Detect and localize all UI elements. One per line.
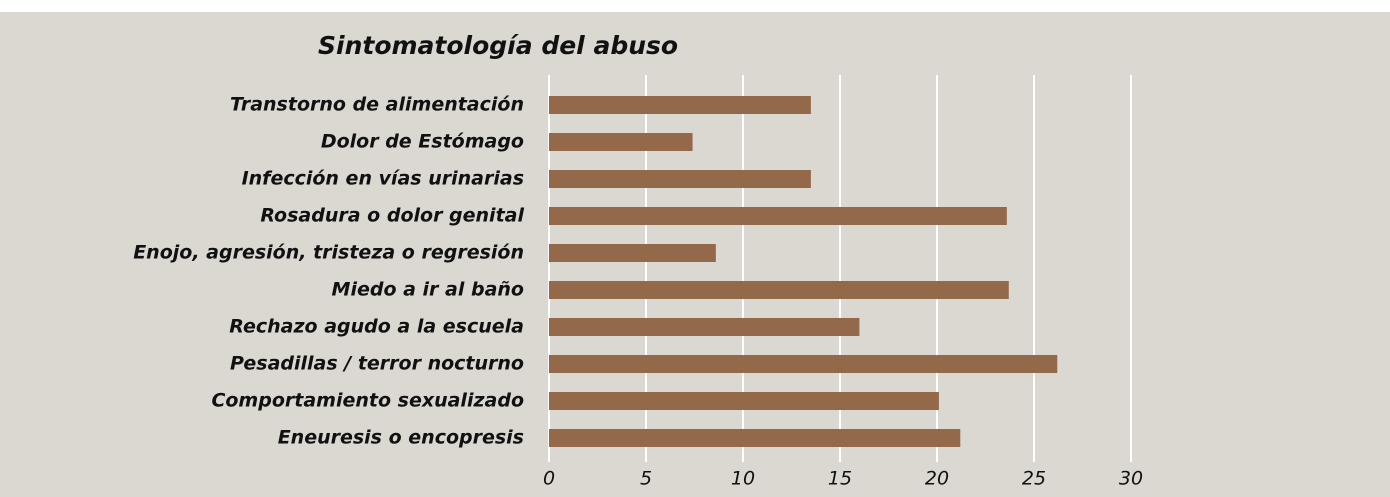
bar (549, 429, 961, 447)
y-tick-label: Rechazo agudo a la escuela (229, 316, 524, 338)
y-tick-label: Eneuresis o encopresis (278, 427, 524, 449)
y-tick-label: Pesadillas / terror nocturno (230, 353, 524, 375)
y-tick-label: Enojo, agresión, tristeza o regresión (133, 242, 524, 264)
bar (549, 355, 1058, 373)
x-tick-label: 15 (828, 468, 852, 490)
bar (549, 207, 1007, 225)
y-tick-label: Infección en vías urinarias (242, 168, 524, 190)
x-tick-label: 10 (731, 468, 755, 490)
x-tick-label: 20 (925, 468, 949, 490)
x-tick-label: 30 (1119, 468, 1143, 490)
bar (549, 133, 693, 151)
y-tick-label: Miedo a ir al baño (332, 279, 524, 301)
y-tick-label: Dolor de Estómago (321, 131, 524, 153)
y-tick-label: Transtorno de alimentación (230, 94, 524, 116)
bar (549, 244, 716, 262)
bar (549, 96, 811, 114)
y-tick-label: Rosadura o dolor genital (260, 205, 524, 227)
x-tick-label: 25 (1022, 468, 1046, 490)
chart-title: Sintomatología del abuso (318, 31, 678, 60)
x-tick-label: 5 (640, 468, 652, 490)
bar (549, 170, 811, 188)
y-tick-label: Comportamiento sexualizado (211, 390, 524, 412)
x-tick-label: 0 (543, 468, 555, 490)
bar (549, 318, 860, 336)
bar (549, 392, 939, 410)
bar (549, 281, 1009, 299)
